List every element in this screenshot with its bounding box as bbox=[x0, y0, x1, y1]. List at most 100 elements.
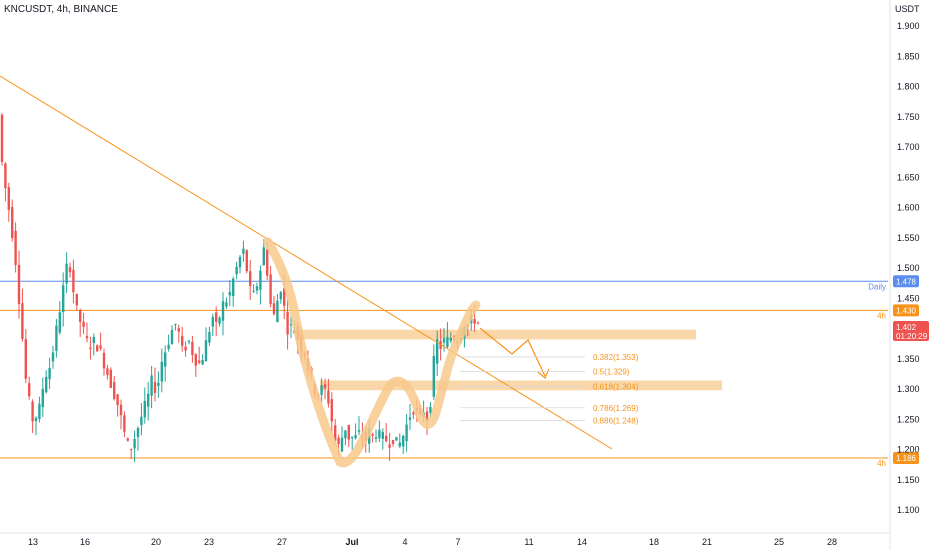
candle-body bbox=[153, 382, 157, 393]
x-tick-label: 27 bbox=[277, 537, 287, 547]
candle-body bbox=[72, 269, 75, 293]
candle-body bbox=[381, 431, 384, 439]
currency-label: USDT bbox=[895, 4, 920, 14]
candle-body bbox=[388, 444, 391, 448]
candle-body bbox=[82, 321, 85, 328]
level-price-tag bbox=[893, 275, 919, 288]
candle-body bbox=[113, 382, 116, 399]
fib-levels: 0.382(1.353) 0.5(1.329) 0.618(1.304) 0.786(… bbox=[460, 353, 639, 425]
candle-body bbox=[208, 331, 211, 343]
y-tick-label: 1.150 bbox=[897, 475, 920, 485]
x-tick-label: 25 bbox=[774, 537, 784, 547]
x-tick-label: 28 bbox=[827, 537, 837, 547]
candle-body bbox=[320, 385, 323, 395]
candle-body bbox=[405, 424, 408, 442]
x-tick-label: 13 bbox=[28, 537, 38, 547]
fib-label: 0.382(1.353) bbox=[593, 353, 639, 362]
candle-body bbox=[211, 317, 214, 327]
candle-body bbox=[177, 328, 180, 332]
candle-body bbox=[184, 346, 187, 351]
level-note: 4h bbox=[877, 311, 886, 320]
candle-body bbox=[215, 312, 218, 322]
candle-body bbox=[201, 360, 204, 365]
descending-trendline bbox=[0, 75, 613, 450]
y-tick-label: 1.550 bbox=[897, 233, 920, 243]
level-price-text: 1.186 bbox=[896, 454, 917, 463]
candle-body bbox=[449, 337, 452, 341]
candle-body bbox=[269, 274, 272, 305]
candle-body bbox=[354, 434, 357, 439]
y-tick-label: 1.450 bbox=[897, 293, 920, 303]
candle-body bbox=[425, 411, 429, 422]
candle-body bbox=[432, 355, 435, 397]
candle-body bbox=[28, 383, 31, 397]
countdown-text: 01:20:29 bbox=[896, 332, 928, 341]
candle-body bbox=[347, 424, 350, 440]
candle-body bbox=[259, 270, 262, 290]
candle-body bbox=[167, 344, 170, 349]
candle-body bbox=[473, 319, 476, 324]
y-tick-label: 1.600 bbox=[897, 203, 920, 213]
candle-body bbox=[187, 340, 191, 342]
y-tick-label: 1.500 bbox=[897, 263, 920, 273]
candle-body bbox=[0, 114, 4, 162]
current-price-text: 1.402 bbox=[896, 323, 917, 332]
time-axis: 13 16 20 23 27 Jul 4 7 11 14 18 21 25 28 bbox=[28, 537, 837, 547]
candle-body bbox=[147, 393, 150, 407]
candle-body bbox=[276, 300, 279, 323]
candle-body bbox=[34, 417, 38, 422]
candle-body bbox=[109, 369, 112, 388]
candle-body bbox=[11, 207, 14, 239]
current-price-tag bbox=[893, 321, 929, 341]
candle-body bbox=[194, 354, 197, 366]
candle-body bbox=[262, 247, 265, 266]
candle-body bbox=[266, 249, 269, 276]
candle-body bbox=[65, 263, 68, 284]
candle-body bbox=[289, 324, 293, 326]
candle-body bbox=[286, 311, 289, 335]
candle-body bbox=[133, 438, 136, 449]
candle-body bbox=[391, 440, 395, 444]
candle-body bbox=[68, 267, 72, 273]
candle-body bbox=[170, 329, 174, 345]
candle-body bbox=[436, 339, 439, 364]
candle-body bbox=[58, 312, 61, 333]
candle-body bbox=[99, 345, 102, 349]
candle-body bbox=[106, 368, 109, 376]
candle-body bbox=[89, 347, 92, 350]
candle-body bbox=[323, 384, 327, 389]
x-tick-label: 18 bbox=[649, 537, 659, 547]
candle-body bbox=[198, 360, 201, 363]
candle-body bbox=[327, 390, 330, 404]
candle-body bbox=[374, 437, 378, 439]
candle-body bbox=[102, 352, 106, 369]
candle-body bbox=[446, 337, 449, 348]
candle-body bbox=[126, 438, 129, 441]
candle-body bbox=[395, 437, 398, 441]
candle-body bbox=[283, 288, 286, 306]
candle-body bbox=[357, 430, 361, 432]
zone-lower bbox=[320, 380, 722, 391]
candle-body bbox=[344, 430, 347, 439]
candle-body bbox=[429, 406, 432, 413]
candle-body bbox=[38, 403, 41, 419]
level-price-text: 1.478 bbox=[896, 277, 917, 286]
y-tick-label: 1.250 bbox=[897, 414, 920, 424]
candle-body bbox=[232, 278, 235, 297]
y-tick-label: 1.350 bbox=[897, 354, 920, 364]
candle-body bbox=[17, 264, 21, 305]
candle-body bbox=[337, 437, 340, 445]
y-tick-label: 1.650 bbox=[897, 172, 920, 182]
y-tick-label: 1.750 bbox=[897, 112, 920, 122]
candle-body bbox=[218, 317, 221, 324]
candle-body bbox=[55, 325, 58, 352]
candle-body bbox=[398, 442, 401, 447]
candle-body bbox=[378, 429, 381, 439]
y-tick-label: 1.300 bbox=[897, 384, 920, 394]
candle-body bbox=[221, 301, 225, 321]
candle-body bbox=[62, 285, 65, 312]
candle-body bbox=[334, 425, 337, 442]
x-tick-label: 4 bbox=[402, 537, 407, 547]
